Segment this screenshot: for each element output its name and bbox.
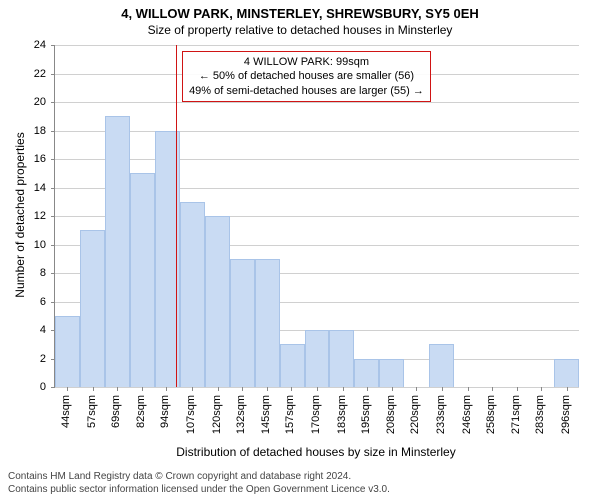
y-tick-label: 10 [0,239,46,251]
x-tick-label: 296sqm [560,395,572,434]
annotation-line: 49% of semi-detached houses are larger (… [189,84,424,98]
x-tick-label: 157sqm [284,395,296,434]
x-tick-label: 258sqm [485,395,497,434]
footer-line-1: Contains HM Land Registry data © Crown c… [8,471,390,484]
histogram-bar [255,259,280,387]
y-tick-label: 18 [0,125,46,137]
x-tick-label: 183sqm [336,395,348,434]
histogram-bar [429,344,454,387]
x-tick-label: 82sqm [135,395,147,428]
y-tick-label: 6 [0,296,46,308]
y-tick-label: 24 [0,39,46,51]
y-tick-label: 8 [0,267,46,279]
x-tick-label: 69sqm [110,395,122,428]
x-tick-label: 145sqm [260,395,272,434]
gridline [55,131,579,132]
marker-line [176,45,177,387]
histogram-bar [130,173,155,387]
x-tick-label: 132sqm [235,395,247,434]
y-tick-label: 20 [0,96,46,108]
x-tick-label: 107sqm [185,395,197,434]
histogram-bar [354,359,379,388]
chart-subtitle: Size of property relative to detached ho… [0,21,600,37]
histogram-bar [230,259,255,387]
footer-attribution: Contains HM Land Registry data © Crown c… [8,471,390,496]
y-tick-label: 22 [0,68,46,80]
x-tick-label: 220sqm [409,395,421,434]
y-tick-label: 2 [0,353,46,365]
y-tick-label: 0 [0,381,46,393]
y-tick-label: 4 [0,324,46,336]
histogram-bar [280,344,305,387]
histogram-bar [329,330,354,387]
x-axis-label: Distribution of detached houses by size … [54,445,578,459]
x-tick-label: 195sqm [360,395,372,434]
gridline [55,159,579,160]
annotation-line: 4 WILLOW PARK: 99sqm [189,55,424,69]
y-tick-label: 16 [0,153,46,165]
histogram-bar [105,116,130,387]
x-tick-label: 208sqm [385,395,397,434]
x-tick-label: 94sqm [159,395,171,428]
chart-container: { "title": "4, WILLOW PARK, MINSTERLEY, … [0,0,600,500]
chart-title: 4, WILLOW PARK, MINSTERLEY, SHREWSBURY, … [0,0,600,21]
x-tick-label: 57sqm [86,395,98,428]
histogram-bar [180,202,205,387]
plot-area: 4 WILLOW PARK: 99sqm← 50% of detached ho… [54,45,579,388]
y-tick-label: 14 [0,182,46,194]
x-tick-label: 44sqm [60,395,72,428]
histogram-bar [305,330,330,387]
y-tick-label: 12 [0,210,46,222]
x-tick-label: 271sqm [510,395,522,434]
histogram-bar [55,316,80,387]
x-tick-label: 283sqm [534,395,546,434]
annotation-box: 4 WILLOW PARK: 99sqm← 50% of detached ho… [182,51,431,102]
annotation-line: ← 50% of detached houses are smaller (56… [189,69,424,83]
x-tick-label: 120sqm [211,395,223,434]
gridline [55,45,579,46]
gridline [55,102,579,103]
histogram-bar [205,216,230,387]
histogram-bar [554,359,579,388]
x-tick-label: 233sqm [435,395,447,434]
x-tick-label: 170sqm [310,395,322,434]
x-tick-label: 246sqm [461,395,473,434]
footer-line-2: Contains public sector information licen… [8,484,390,497]
histogram-bar [80,230,105,387]
histogram-bar [379,359,404,388]
